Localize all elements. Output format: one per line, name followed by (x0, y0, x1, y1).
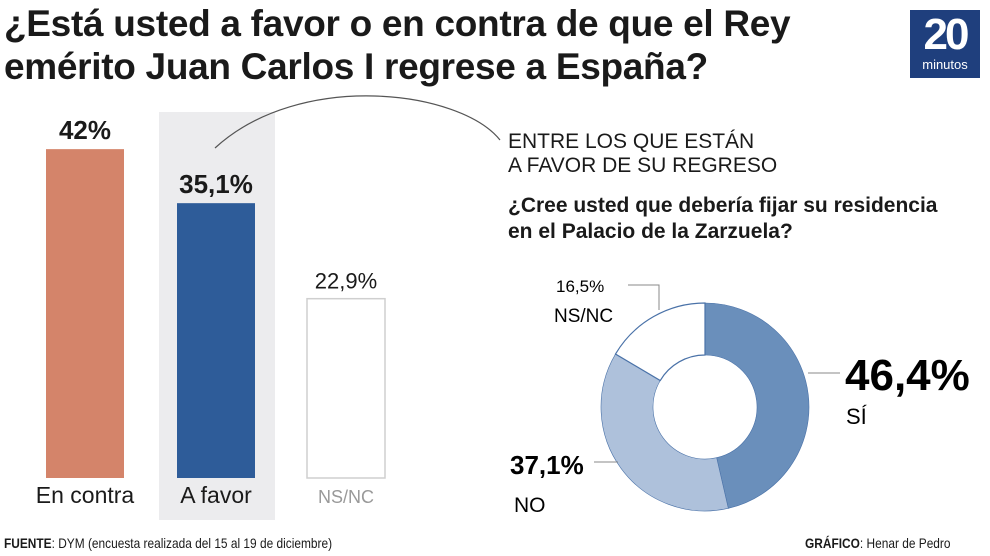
donut-question: ¿Cree usted que debería fijar su residen… (508, 193, 938, 245)
bar-category-label: A favor (180, 482, 252, 508)
donut-value-no: 37,1% (510, 450, 584, 480)
logo-20minutos: 20 minutos (910, 10, 980, 78)
connector-arc (214, 95, 501, 149)
credit-label: GRÁFICO (805, 535, 860, 551)
donut-label-no: NO (514, 494, 546, 517)
donut-value-nsnc: 16,5% (556, 277, 604, 296)
subtitle-line1: ENTRE LOS QUE ESTÁN (508, 130, 755, 153)
bar-value-label: 22,9% (315, 269, 377, 294)
donut-subtitle: ENTRE LOS QUE ESTÁN A FAVOR DE SU REGRES… (508, 130, 777, 178)
bar-1 (177, 203, 255, 479)
donut-value-si: 46,4% (845, 351, 970, 400)
source-note: FUENTE: DYM (encuesta realizada del 15 a… (4, 535, 332, 551)
logo-number: 20 (923, 10, 970, 59)
donut-slice-NS/NC (614, 302, 706, 382)
bar-2 (306, 297, 386, 479)
credit-note: GRÁFICO: Henar de Pedro (805, 535, 951, 551)
source-label: FUENTE (4, 535, 52, 551)
bar-category-label: En contra (36, 482, 135, 508)
donut-slice-NO (600, 353, 729, 512)
source-text: : DYM (encuesta realizada del 15 al 19 d… (51, 535, 333, 551)
bar-category-label: NS/NC (318, 487, 374, 507)
logo-word: minutos (922, 57, 968, 72)
donut-label-nsnc: NS/NC (554, 306, 613, 327)
bar-value-label: 35,1% (179, 169, 253, 199)
question-line2: en el Palacio de la Zarzuela? (508, 220, 793, 243)
subtitle-line2: A FAVOR DE SU REGRESO (508, 154, 778, 177)
donut-slice-SÍ (704, 302, 810, 509)
bar-0 (46, 149, 124, 478)
donut-label-si: SÍ (846, 404, 868, 429)
question-line1: ¿Cree usted que debería fijar su residen… (508, 194, 938, 217)
leader-nsnc (628, 284, 660, 310)
bar-value-label: 42% (59, 115, 111, 145)
credit-text: : Henar de Pedro (859, 535, 951, 551)
chart-title: ¿Está usted a favor o en contra de que e… (4, 3, 791, 87)
